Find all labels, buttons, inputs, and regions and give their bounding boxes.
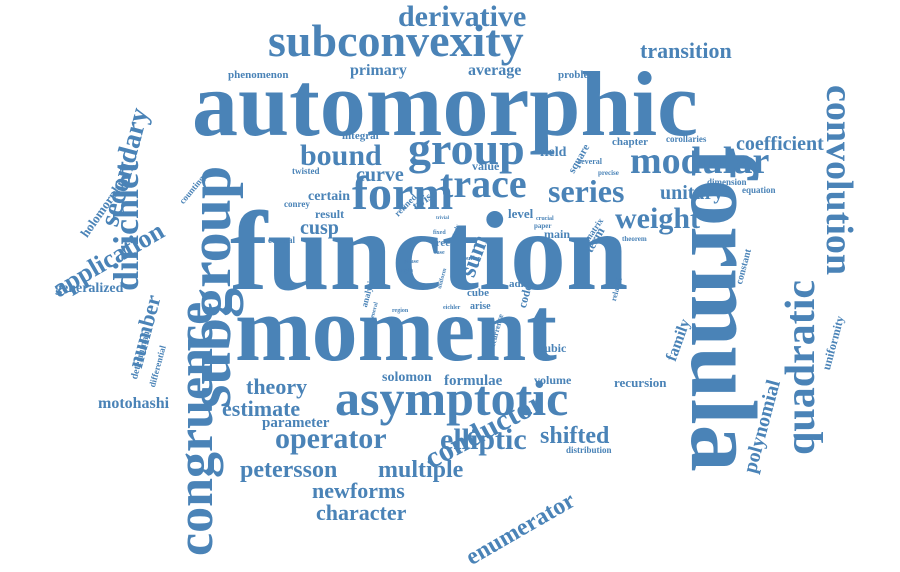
word-cusp: cusp bbox=[300, 217, 339, 239]
word-group: group bbox=[408, 123, 525, 174]
word-automorphic: automorphic bbox=[192, 53, 698, 155]
word-estimate: estimate bbox=[222, 396, 301, 421]
word-problem: problem bbox=[558, 69, 598, 81]
word-average: average bbox=[468, 62, 522, 79]
word-result: result bbox=[315, 207, 345, 221]
word-certain: certain bbox=[308, 189, 350, 204]
word-cube: cube bbox=[467, 287, 489, 299]
word-recursion: recursion bbox=[614, 375, 667, 390]
word-asymptotic: asymptotic bbox=[335, 370, 569, 426]
word-solomon: solomon bbox=[382, 370, 432, 385]
word-main: main bbox=[544, 227, 571, 241]
word-generalized: generalized bbox=[55, 281, 124, 296]
word-chapter: chapter bbox=[612, 136, 649, 148]
word-modular: modular bbox=[630, 140, 770, 182]
word-free: free bbox=[432, 237, 451, 249]
word-form: form bbox=[352, 167, 454, 220]
word-parameter: parameter bbox=[262, 415, 330, 431]
word-twisted: twisted bbox=[292, 166, 320, 176]
word-level: level bbox=[508, 206, 534, 221]
word-theorem: theorem bbox=[622, 235, 647, 243]
word-integral: integral bbox=[342, 130, 379, 142]
word-subconvexity: subconvexity bbox=[268, 15, 524, 66]
word-quadratic: quadratic bbox=[778, 279, 824, 455]
word-volume: volume bbox=[534, 373, 572, 387]
word-operator: operator bbox=[275, 422, 387, 455]
word-central: central bbox=[268, 235, 295, 245]
word-case: case bbox=[434, 250, 445, 256]
word-dimension: dimension bbox=[707, 177, 747, 187]
word-coefficient: coefficient bbox=[736, 133, 824, 155]
word-derivative: derivative bbox=[398, 0, 527, 33]
word-newforms: newforms bbox=[312, 478, 405, 503]
word-region: region bbox=[392, 308, 409, 314]
word-function: function bbox=[230, 190, 629, 314]
word-series: series bbox=[548, 173, 625, 209]
word-character: character bbox=[316, 500, 407, 525]
word-phase: phase bbox=[404, 259, 419, 265]
word-trivial: trivial bbox=[436, 216, 450, 221]
word-multiple: multiple bbox=[378, 457, 464, 483]
word-conrey: conrey bbox=[284, 199, 310, 209]
word-paper: paper bbox=[534, 222, 552, 230]
word-cubic: cubic bbox=[539, 341, 567, 355]
word-unitary: unitary bbox=[660, 182, 724, 204]
word-distribution: distribution bbox=[566, 445, 612, 455]
word-theory: theory bbox=[246, 374, 308, 399]
word-trace: trace bbox=[440, 161, 527, 206]
word-enumerator: enumerator bbox=[461, 487, 580, 571]
word-phenomenon: phenomenon bbox=[228, 69, 289, 81]
word-eichler: eichler bbox=[443, 305, 461, 311]
word-value: value bbox=[472, 159, 500, 173]
word-arise: arise bbox=[470, 301, 491, 312]
word-crucial: crucial bbox=[536, 216, 554, 222]
word-shifted: shifted bbox=[540, 423, 610, 449]
word-motohashi: motohashi bbox=[98, 395, 170, 412]
word-bound: bound bbox=[300, 139, 382, 172]
word-primary: primary bbox=[350, 62, 407, 79]
word-moment: moment bbox=[235, 278, 557, 380]
word-corollaries: corollaries bbox=[666, 134, 707, 144]
word-petersson: petersson bbox=[240, 457, 338, 483]
word-convolution: convolution bbox=[818, 85, 860, 276]
word-length: length bbox=[397, 268, 414, 274]
word-adic: adic bbox=[509, 278, 529, 290]
word-fixed: fixed bbox=[433, 230, 446, 236]
word-equation: equation bbox=[742, 185, 776, 195]
word-curve: curve bbox=[356, 164, 404, 186]
word-fourier: fourier bbox=[462, 256, 480, 262]
word-field: field bbox=[540, 145, 567, 160]
word-transition: transition bbox=[640, 38, 732, 63]
word-formulae: formulae bbox=[444, 373, 503, 389]
word-congruence: congruence bbox=[167, 301, 224, 556]
word-several: several bbox=[578, 157, 602, 166]
word-precise: precise bbox=[598, 169, 619, 177]
word-elliptic: elliptic bbox=[440, 423, 527, 456]
word-weight: weight bbox=[615, 202, 700, 235]
